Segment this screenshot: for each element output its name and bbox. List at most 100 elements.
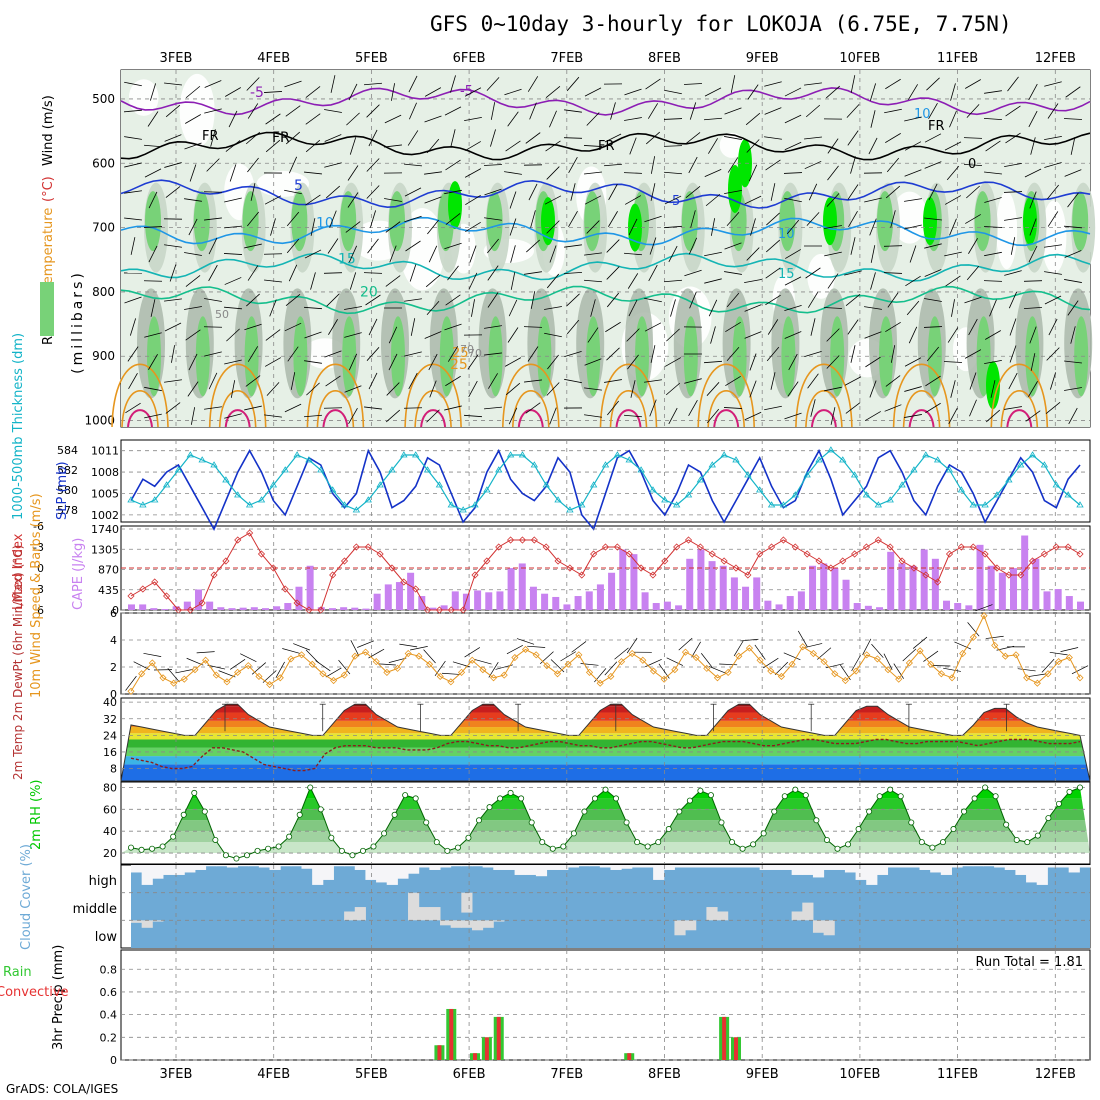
wind-barb xyxy=(944,195,962,205)
wind-barb xyxy=(434,660,446,677)
thickness-tick-label: 578 xyxy=(57,504,78,517)
cape-bar xyxy=(474,590,482,610)
thickness-point xyxy=(945,466,954,473)
wind-barb xyxy=(851,655,861,672)
temp-contour-35 xyxy=(420,409,447,428)
cape-bar xyxy=(552,596,560,610)
rh-point xyxy=(518,795,525,802)
wind-barb xyxy=(810,318,816,336)
wind-barb xyxy=(663,171,683,175)
cloud-gap-high xyxy=(887,865,899,868)
wind-barb xyxy=(1067,192,1079,208)
wind-barb xyxy=(964,349,982,359)
wind-barb xyxy=(847,184,859,200)
wind-barb xyxy=(606,292,620,308)
wind-barb xyxy=(284,322,302,332)
rh-point xyxy=(138,846,145,853)
thickness-point xyxy=(293,451,301,458)
panel-frame-rh xyxy=(120,781,1091,865)
wind-speed-point xyxy=(937,670,945,678)
wind-speed-point xyxy=(266,680,274,689)
wind-barb xyxy=(644,297,662,303)
wind-barb xyxy=(847,319,859,335)
wind-barb xyxy=(263,91,283,93)
wind-barb xyxy=(904,169,922,177)
lifted-index-point xyxy=(922,571,930,579)
wind-speed-point xyxy=(649,667,658,675)
wind-barb xyxy=(807,373,819,389)
wind-barb xyxy=(827,165,839,181)
lifted-index-point xyxy=(127,592,135,600)
thickness-point xyxy=(625,456,633,463)
wind-barb xyxy=(225,87,241,97)
wind-barb xyxy=(324,350,342,358)
wind-barb xyxy=(349,272,357,290)
wind-speed-point xyxy=(991,641,999,649)
wind-barb xyxy=(148,245,158,263)
wind-speed-point xyxy=(489,674,498,682)
wind-barb xyxy=(350,640,360,657)
wind-barb xyxy=(827,273,839,289)
wind-barb xyxy=(746,247,760,261)
date-label-bottom: 8FEB xyxy=(648,1067,681,1082)
rh-point xyxy=(1045,815,1052,822)
cape-tick-label: 870 xyxy=(98,564,119,577)
wind-barb xyxy=(733,640,744,657)
cape-bar xyxy=(920,549,928,610)
wind-barb xyxy=(287,346,299,362)
wind-barb xyxy=(445,213,461,225)
wind-speed-point xyxy=(873,655,881,663)
cloud-gap-high xyxy=(823,865,835,870)
cloud-gap-high xyxy=(152,865,164,879)
cloud-level-label: middle xyxy=(73,902,117,917)
temp-band xyxy=(121,739,1090,748)
thickness-point xyxy=(708,461,716,468)
wind-barb xyxy=(784,331,802,339)
temp-line xyxy=(120,703,1091,782)
temp-contour-30 xyxy=(316,390,355,428)
wind-barb xyxy=(204,298,222,302)
cloud-gap-high xyxy=(749,865,761,868)
rh-point xyxy=(486,804,493,811)
wind-barb xyxy=(724,242,742,250)
precip-tick-label: 0.2 xyxy=(100,1031,118,1044)
cloud-axis-label: Cloud Cover (%) xyxy=(19,844,34,950)
wind-speed-point xyxy=(127,687,135,695)
wind-barb xyxy=(1070,137,1076,155)
wind-barb xyxy=(744,331,762,339)
temp-contour-label: 10 xyxy=(316,215,334,231)
precip-convective-bar xyxy=(484,1037,489,1060)
wind-barb xyxy=(584,387,602,391)
temp-bands xyxy=(121,704,1090,781)
wind-barb xyxy=(689,102,697,120)
wind-barb xyxy=(1025,410,1041,422)
wind-barb xyxy=(626,637,638,654)
wind-barb xyxy=(730,75,736,93)
contour-extra-label: FR xyxy=(598,139,615,154)
wind-barb xyxy=(865,411,881,421)
wind-barb xyxy=(664,357,682,367)
wind-barb xyxy=(483,164,503,166)
cloud-gap-high xyxy=(1015,865,1027,875)
wind-barb xyxy=(608,211,618,227)
cloud-gap-high xyxy=(461,865,473,867)
cloud-gap-high xyxy=(972,865,984,867)
wind-barb xyxy=(963,137,983,139)
wind-barb xyxy=(945,275,961,287)
cape-bar xyxy=(809,565,817,610)
date-label-bottom: 11FEB xyxy=(937,1067,978,1082)
cape-bar xyxy=(686,558,694,610)
wind-barb xyxy=(830,407,836,425)
wind-barb xyxy=(507,327,519,343)
wind-barb xyxy=(1029,191,1037,209)
wind-barb xyxy=(765,159,781,171)
wind-speed-point xyxy=(255,672,263,681)
wind-barb xyxy=(247,265,259,281)
wind-barb xyxy=(708,666,726,674)
wind-barb xyxy=(850,237,856,255)
cloud-gap-high xyxy=(141,865,153,885)
wind-speed-point xyxy=(394,664,402,672)
wind-barb xyxy=(363,272,383,274)
wind-barb xyxy=(504,357,522,367)
thickness-point xyxy=(376,481,384,488)
